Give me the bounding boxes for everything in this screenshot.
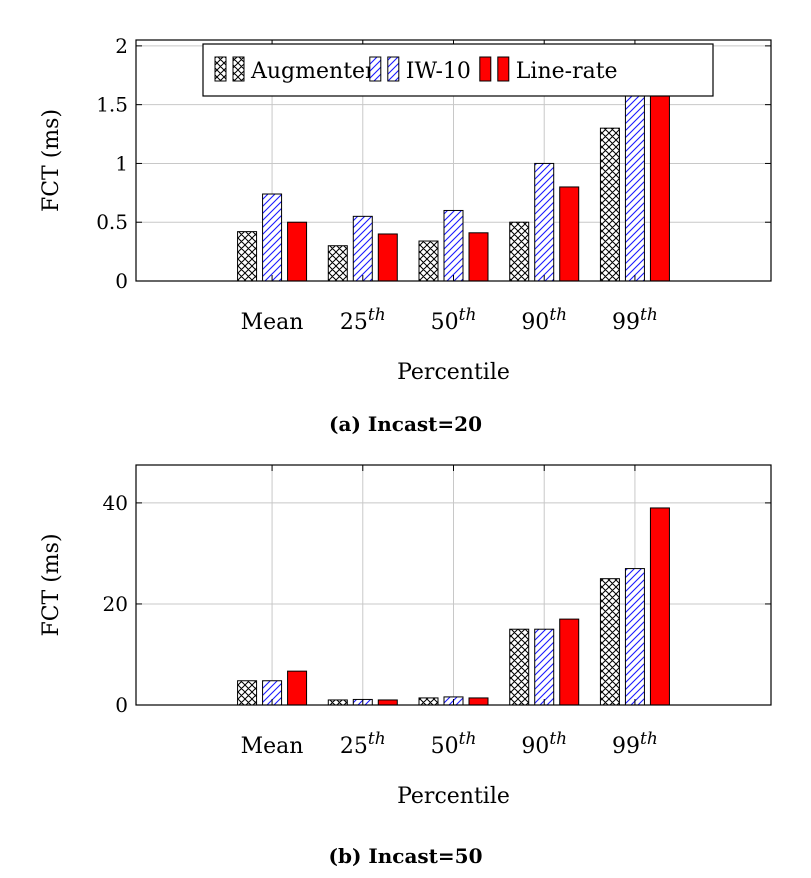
bar-line-rate — [468, 232, 489, 282]
legend-swatch-augmenter — [214, 56, 227, 82]
x-axis-title: Percentile — [397, 784, 510, 809]
bar-iw-10 — [534, 162, 555, 282]
bar-augmenter — [327, 245, 348, 282]
y-tick-label: 0 — [115, 693, 128, 717]
bar-augmenter — [418, 697, 439, 706]
bar-iw-10 — [534, 628, 555, 706]
bar-iw-10 — [624, 74, 645, 282]
y-tick-label: 2 — [115, 34, 128, 58]
bar-line-rate — [287, 221, 308, 282]
bar-line-rate — [377, 699, 398, 706]
bar-augmenter — [599, 578, 620, 706]
y-tick-label: 1 — [115, 151, 128, 175]
chart-caption: (b) Incast=50 — [328, 844, 483, 868]
bar-line-rate — [377, 233, 398, 282]
bar-iw-10 — [443, 209, 464, 282]
bar-augmenter — [599, 127, 620, 282]
bar-line-rate — [649, 92, 670, 282]
bar-augmenter — [237, 680, 258, 706]
y-axis-title: FCT (ms) — [39, 109, 64, 212]
legend-swatch-augmenter — [232, 56, 245, 82]
bar-iw-10 — [624, 568, 645, 706]
y-tick-label: 1.5 — [96, 93, 128, 117]
legend-box — [202, 43, 714, 97]
x-tick-label: 90th — [521, 729, 567, 759]
chart-incast-50: 0 20 40 Mean 25th 50th 90th 99th Percentile FCT (… — [39, 464, 772, 809]
bar-iw-10 — [352, 215, 373, 282]
bar-augmenter — [327, 699, 348, 706]
x-tick-label: 99th — [612, 729, 658, 759]
legend-swatch-line-rate — [497, 56, 510, 82]
legend-label-augmenter: Augmenter — [250, 59, 376, 84]
y-axis-title: FCT (ms) — [39, 533, 64, 636]
legend-label-line-rate: Line-rate — [516, 59, 618, 84]
bar-augmenter — [418, 240, 439, 282]
x-axis-title: Percentile — [397, 360, 510, 385]
x-tick-label: 25th — [340, 729, 386, 759]
chart-caption: (a) Incast=20 — [329, 412, 482, 436]
bar-augmenter — [237, 231, 258, 282]
legend-swatch-iw-10 — [387, 56, 400, 82]
x-tick-label: 99th — [612, 305, 658, 335]
x-tick-label: 25th — [340, 305, 386, 335]
chart-panel-incast-20: 0 0.5 1 1.5 2 Mean 25th 50th 90th 99th Percentile F… — [39, 34, 772, 436]
y-tick-label: 40 — [103, 491, 128, 515]
legend-label-iw-10: IW-10 — [406, 59, 471, 84]
bar-line-rate — [649, 507, 670, 706]
bar-iw-10 — [262, 193, 283, 282]
bar-line-rate — [559, 186, 580, 282]
legend-swatch-iw-10 — [369, 56, 382, 82]
bar-augmenter — [509, 628, 530, 706]
bar-line-rate — [559, 618, 580, 706]
y-tick-label: 0 — [115, 269, 128, 293]
x-tick-label: Mean — [241, 310, 304, 335]
legend-swatch-line-rate — [479, 56, 492, 82]
x-tick-label: Mean — [241, 734, 304, 759]
y-tick-label: 0.5 — [96, 210, 128, 234]
y-tick-label: 20 — [103, 592, 128, 616]
chart-panel-incast-50: 0 20 40 Mean 25th 50th 90th 99th Percentile FCT (… — [0, 440, 811, 878]
x-tick-label: 50th — [431, 305, 477, 335]
x-tick-label: 90th — [521, 305, 567, 335]
x-tick-label: 50th — [431, 729, 477, 759]
chart-incast-20: 0 0.5 1 1.5 2 Mean 25th 50th 90th 99th Percentile F… — [39, 34, 772, 385]
bar-line-rate — [468, 697, 489, 706]
bar-line-rate — [287, 670, 308, 706]
bar-augmenter — [509, 221, 530, 282]
